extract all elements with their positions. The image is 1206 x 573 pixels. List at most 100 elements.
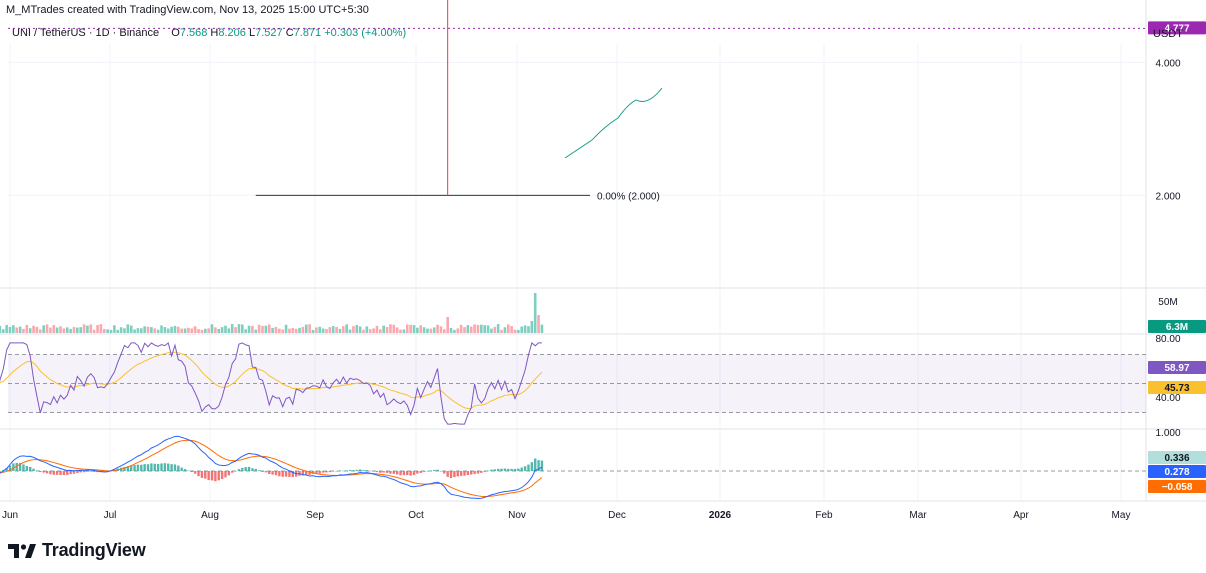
macd-histogram-bar [140, 464, 143, 471]
macd-histogram-bar [220, 471, 224, 479]
symbol-name: UNI / TetherUS · 1D · Binance [12, 27, 160, 39]
volume-tag-box [1148, 320, 1206, 333]
macd-histogram-bar [187, 470, 190, 472]
volume-bar [214, 327, 217, 333]
close-value: 7.871 [293, 27, 322, 39]
volume-bar [241, 324, 244, 333]
macd-histogram-bar [476, 471, 480, 474]
macd-histogram-bar [130, 465, 133, 471]
volume-bar [405, 324, 409, 333]
volume-bar [426, 328, 429, 333]
macd-histogram-bar [39, 471, 42, 472]
macd-histogram-bar [365, 470, 369, 471]
macd-histogram-bar [496, 468, 500, 471]
macd-histogram-bar [86, 471, 89, 472]
volume-bar [480, 324, 483, 333]
volume-bar [140, 328, 143, 333]
macd-histogram-bar [2, 469, 5, 471]
time-axis-tick: Aug [201, 510, 219, 521]
volume-bar [281, 329, 284, 333]
macd-histogram-bar [527, 464, 530, 471]
volume-bar [473, 324, 476, 333]
support-resistance-lines: Weekly S/RDaily S/RDaily S/R [8, 27, 1146, 29]
tradingview-logo-icon [8, 543, 36, 558]
volume-bar [210, 324, 214, 333]
volume-bar [227, 328, 231, 333]
macd-histogram-bar [466, 471, 470, 476]
macd-line [0, 435, 543, 499]
macd-histogram-bar [146, 464, 150, 471]
volume-bar [82, 324, 86, 333]
macd-histogram-bar [49, 471, 52, 475]
volume-bar [402, 329, 406, 333]
volume-bar [150, 327, 153, 333]
macd-histogram-bar [247, 466, 251, 471]
volume-bar [109, 329, 113, 333]
volume-bar [143, 326, 146, 333]
volume-bar [274, 326, 278, 333]
volume-bar [234, 327, 237, 333]
volume-bar [520, 326, 524, 333]
macd-histogram-bar [244, 467, 247, 471]
macd-histogram-bar [490, 469, 493, 471]
volume-bar [503, 327, 507, 333]
macd-histogram-bar [35, 470, 39, 471]
macd-histogram-bar [217, 471, 220, 481]
macd-histogram-bar [318, 471, 321, 474]
volume-bar [92, 329, 96, 333]
volume-bar [12, 325, 15, 333]
macd-histogram-bar [264, 471, 268, 473]
volume-bar [284, 324, 288, 333]
volume-bar [298, 328, 301, 333]
tradingview-logo[interactable]: TradingView [8, 540, 146, 561]
macd-histogram-bar [45, 471, 49, 474]
macd-histogram-bar [254, 468, 257, 471]
price-tags: 12.0178.6317.87114:29:477.6116.0404.7776… [1148, 21, 1206, 493]
macd-histogram-bar [8, 465, 12, 471]
time-axis-tick: Jun [2, 510, 18, 521]
macd-histogram-bar [503, 468, 507, 471]
low-value: 7.527 [255, 27, 283, 39]
macd-histogram-bar [22, 464, 25, 471]
volume-bar [446, 317, 449, 333]
macd-histogram-bar [422, 471, 426, 472]
macd-histogram-bar [419, 471, 422, 473]
volume-bar [432, 327, 436, 333]
volume-bar [362, 329, 365, 333]
volume-bar [166, 328, 170, 333]
volume-bar [224, 325, 227, 333]
macd-histogram-bar [227, 471, 231, 476]
symbol-legend[interactable]: UNI / TetherUS · 1D · Binance O7.568 H8.… [12, 27, 406, 39]
macd-histogram-bar [355, 469, 358, 471]
volume-bar [160, 325, 163, 333]
volume-bar [163, 327, 167, 333]
macd-histogram-bar [352, 470, 355, 471]
macd-histogram-bar [406, 471, 409, 476]
macd-histogram-bar [409, 471, 412, 476]
price-tag-box [1148, 21, 1206, 35]
volume-bar [254, 329, 258, 333]
volume-bar [79, 327, 82, 333]
macd-histogram-bar [486, 470, 490, 472]
volume-bar [15, 327, 19, 333]
macd-histogram-bar [180, 467, 183, 471]
macd-tag: 0.278 [1164, 467, 1189, 478]
volume-bar [389, 324, 392, 333]
macd-histogram-bar [507, 468, 510, 471]
volume-bar [331, 326, 335, 333]
volume-bar [422, 327, 426, 333]
macd-histogram-bar [69, 471, 72, 475]
macd-histogram-bar [224, 471, 227, 478]
volume-bar [483, 325, 486, 333]
volume-bar [173, 325, 177, 333]
volume-bar [294, 328, 298, 333]
volume-bar [65, 327, 69, 333]
volume-bar [409, 324, 412, 333]
macd-histogram-bar [375, 471, 379, 473]
macd-histogram-bar [268, 471, 271, 475]
volume-bar [372, 328, 375, 333]
macd-histogram-bar [156, 463, 160, 471]
volume-bar [513, 329, 517, 333]
macd-histogram-bar [291, 471, 294, 477]
